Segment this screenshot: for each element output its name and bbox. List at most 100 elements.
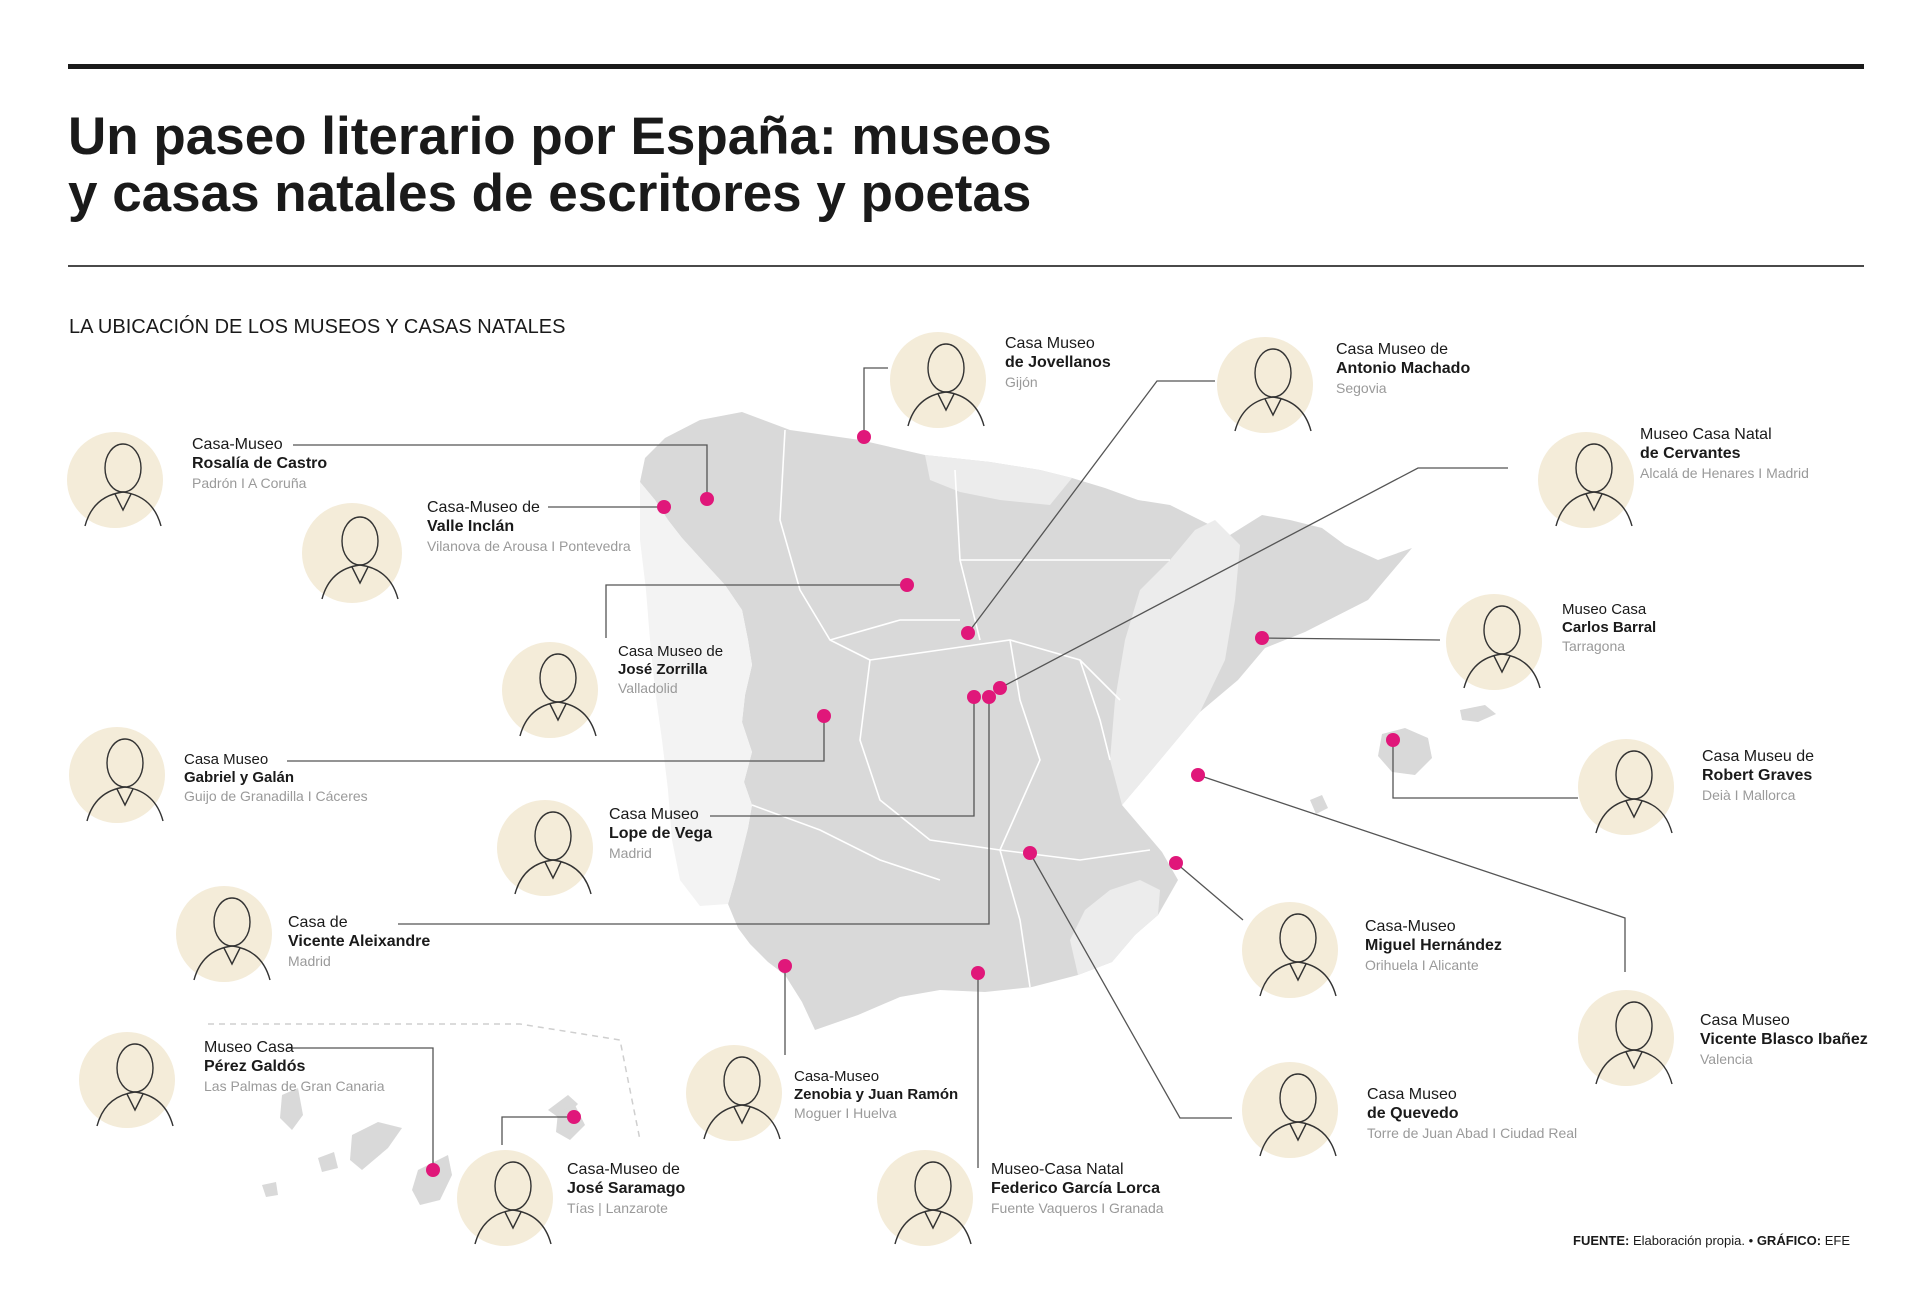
label-blasco: Casa Museo Vicente Blasco Ibañez Valenci… <box>1700 1011 1868 1068</box>
marker-machado[interactable] <box>961 626 975 640</box>
label-writer: Gabriel y Galán <box>184 769 295 786</box>
label-place: Tías | Lanzarote <box>567 1200 668 1216</box>
portrait-collar-sketch <box>351 566 369 585</box>
label-place: Torre de Juan Abad I Ciudad Real <box>1367 1125 1578 1141</box>
label-writer: Robert Graves <box>1702 767 1813 784</box>
label-lorca: Museo-Casa Natal Federico García Lorca F… <box>991 1160 1164 1217</box>
mallorca <box>1378 728 1432 775</box>
title-line-2: y casas natales de escritores y poetas <box>68 164 1032 223</box>
aragon-region <box>1110 520 1240 805</box>
leader-blasco <box>1197 774 1626 972</box>
label-line1: Casa-Museo <box>1365 918 1456 935</box>
marker-gabriel[interactable] <box>817 709 831 723</box>
label-line1: Casa-Museo de <box>567 1161 680 1178</box>
label-quevedo: Casa Museo de Quevedo Torre de Juan Abad… <box>1367 1085 1577 1142</box>
label-place: Moguer I Huelva <box>794 1105 897 1121</box>
label-writer: Rosalía de Castro <box>192 455 328 472</box>
label-writer: Lope de Vega <box>609 825 713 842</box>
label-aleixandre: Casa de Vicente Aleixandre Madrid <box>288 913 430 970</box>
label-line1: Casa Museo <box>184 751 269 768</box>
marker-blasco[interactable] <box>1191 768 1205 782</box>
label-valle: Casa-Museo de Valle Inclán Vilanova de A… <box>427 498 631 555</box>
label-line1: Casa Museo <box>609 806 699 823</box>
label-barral: Museo Casa Carlos Barral Tarragona <box>1562 601 1656 655</box>
portrait-collar-sketch <box>1493 655 1511 674</box>
label-place: Madrid <box>609 845 652 861</box>
portrait-collar-sketch <box>937 393 955 412</box>
menorca <box>1460 705 1496 722</box>
portrait-shoulders-sketch <box>193 945 271 981</box>
leader-galdos <box>287 1047 434 1170</box>
label-place: Valladolid <box>618 680 678 696</box>
portrait-shoulders-sketch <box>1259 1121 1337 1157</box>
portrait-shoulders-sketch <box>1595 1049 1673 1085</box>
label-writer: José Saramago <box>567 1180 686 1197</box>
title-line-1: Un paseo literario por España: museos <box>68 107 1052 166</box>
marker-hernandez[interactable] <box>1169 856 1183 870</box>
marker-zorrilla[interactable] <box>900 578 914 592</box>
marker-aleixandre[interactable] <box>982 690 996 704</box>
label-writer: Valle Inclán <box>427 518 515 535</box>
map-subtitle: LA UBICACIÓN DE LOS MUSEOS Y CASAS NATAL… <box>69 316 566 338</box>
label-writer: Vicente Aleixandre <box>288 933 431 950</box>
label-line1: Casa Museo de <box>618 643 724 660</box>
label-hernandez: Casa-Museo Miguel Hernández Orihuela I A… <box>1365 917 1502 974</box>
marker-quevedo[interactable] <box>1023 846 1037 860</box>
label-line1: Casa Museo de <box>1336 341 1449 358</box>
label-writer: de Cervantes <box>1640 445 1741 462</box>
label-line1: Casa Museo <box>1700 1012 1790 1029</box>
label-place: Padrón I A Coruña <box>192 475 307 491</box>
label-line1: Casa-Museo de <box>427 499 540 516</box>
leader-hernandez <box>1175 862 1244 921</box>
portrait-collar-sketch <box>549 703 567 722</box>
leader-gabriel <box>287 716 825 762</box>
label-cervantes: Museo Casa Natal de Cervantes Alcalá de … <box>1640 425 1809 482</box>
label-writer: Carlos Barral <box>1562 619 1657 636</box>
marker-valle[interactable] <box>657 500 671 514</box>
marker-zenobia[interactable] <box>778 959 792 973</box>
label-place: Orihuela I Alicante <box>1365 957 1479 973</box>
label-place: Vilanova de Arousa I Pontevedra <box>427 538 631 554</box>
label-place: Fuente Vaqueros I Granada <box>991 1200 1164 1216</box>
portrait-shoulders-sketch <box>1259 961 1337 997</box>
portrait-shoulders-sketch <box>1463 653 1541 689</box>
portrait-collar-sketch <box>544 861 562 880</box>
murcia-region <box>1070 880 1160 975</box>
portrait-shoulders-sketch <box>894 1209 972 1245</box>
label-line1: Museo-Casa Natal <box>991 1161 1124 1178</box>
portrait-shoulders-sketch <box>474 1209 552 1245</box>
label-writer: Antonio Machado <box>1336 360 1471 377</box>
leader-machado <box>967 380 1215 634</box>
label-writer: Federico García Lorca <box>991 1180 1160 1197</box>
label-writer: Miguel Hernández <box>1365 937 1502 954</box>
marker-jovellanos[interactable] <box>857 430 871 444</box>
marker-barral[interactable] <box>1255 631 1269 645</box>
label-place: Alcalá de Henares I Madrid <box>1640 465 1809 481</box>
leader-rosalia <box>293 444 708 499</box>
label-line1: Museo Casa <box>1562 601 1647 618</box>
label-rosalia: Casa-Museo Rosalía de Castro Padrón I A … <box>192 435 327 492</box>
portrait-shoulders-sketch <box>1555 491 1633 527</box>
marker-graves[interactable] <box>1386 733 1400 747</box>
label-jovellanos: Casa Museo de Jovellanos Gijón <box>1005 334 1111 391</box>
leader-quevedo <box>1029 852 1232 1119</box>
portrait-shoulders-sketch <box>1234 396 1312 432</box>
label-line1: Casa-Museo <box>794 1068 880 1085</box>
marker-saramago[interactable] <box>567 1110 581 1124</box>
leader-cervantes <box>999 467 1508 689</box>
marker-lope[interactable] <box>967 690 981 704</box>
portrait-collar-sketch <box>223 947 241 966</box>
marker-cervantes[interactable] <box>993 681 1007 695</box>
spain-map <box>208 412 1496 1205</box>
marker-galdos[interactable] <box>426 1163 440 1177</box>
portrait-collar-sketch <box>126 1093 144 1112</box>
portrait-collar-sketch <box>924 1211 942 1230</box>
portrait-shoulders-sketch <box>1595 798 1673 834</box>
marker-lorca[interactable] <box>971 966 985 980</box>
portugal <box>640 482 752 906</box>
portrait-shoulders-sketch <box>321 564 399 600</box>
marker-rosalia[interactable] <box>700 492 714 506</box>
leader-jovellanos <box>863 367 888 437</box>
label-line1: Casa Museo <box>1367 1086 1457 1103</box>
